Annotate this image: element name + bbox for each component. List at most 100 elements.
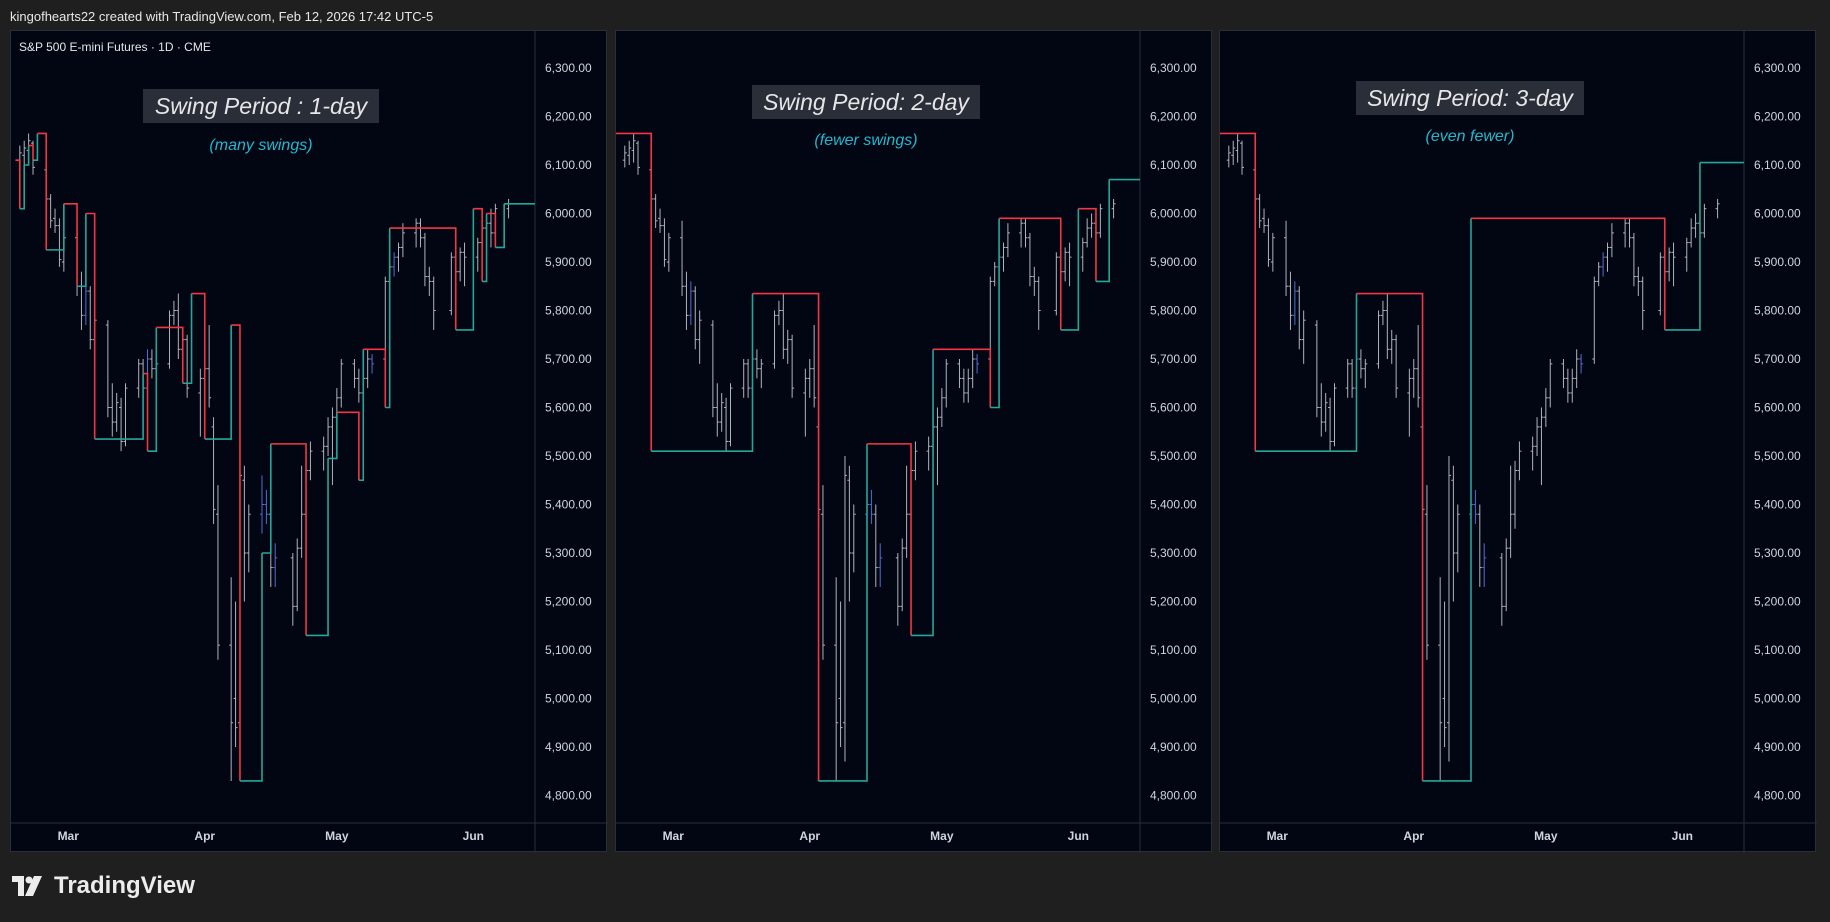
ohlc-bar — [1605, 242, 1610, 272]
swing-line-segment — [1220, 132, 1257, 452]
ohlc-bar — [842, 456, 847, 762]
swing-line-segment — [473, 207, 483, 282]
ohlc-bar — [1627, 218, 1632, 248]
ohlc-bar — [211, 417, 216, 524]
swing-line-segment — [306, 458, 329, 637]
title-background — [1356, 81, 1584, 115]
ohlc-bar — [1385, 293, 1390, 359]
y-tick-label: 4,800.00 — [1754, 789, 1801, 803]
y-tick-label: 5,800.00 — [1754, 304, 1801, 318]
tradingview-logo-icon — [12, 876, 42, 896]
ohlc-bar — [1270, 232, 1275, 272]
swing-line-segment — [24, 145, 30, 166]
ohlc-bar — [970, 349, 975, 389]
ohlc-bar — [1574, 349, 1579, 389]
ohlc-bar — [290, 553, 295, 626]
ohlc-bar — [873, 504, 878, 587]
ohlc-bar — [1561, 359, 1566, 389]
ohlc-bar — [622, 145, 627, 168]
ohlc-bar — [264, 489, 269, 524]
x-tick-label: Mar — [663, 829, 685, 843]
ohlc-bar — [1332, 383, 1337, 447]
ohlc-bar — [662, 218, 667, 267]
ohlc-bar — [1539, 407, 1544, 486]
ohlc-bar — [1565, 368, 1570, 403]
x-tick-label: May — [325, 829, 349, 843]
ohlc-bar — [926, 436, 931, 471]
swing-line-segment — [866, 443, 912, 636]
ohlc-bar — [1689, 218, 1694, 248]
ohlc-bar — [1098, 203, 1103, 238]
ohlc-bar — [22, 140, 27, 165]
ohlc-bar — [321, 436, 326, 471]
chart-1-svg[interactable]: 6,300.00 6,200.00 6,100.00 6,000.00 5,900.00… — [11, 31, 608, 853]
ohlc-bar — [149, 349, 154, 379]
ohlc-bar — [88, 286, 93, 350]
symbol-label[interactable]: S&P 500 E-mini Futures · 1D · CME — [19, 40, 211, 54]
ohlc-bar — [1702, 203, 1707, 238]
ohlc-bar — [1328, 397, 1333, 452]
ohlc-bar — [1226, 145, 1231, 168]
ohlc-bar — [1319, 383, 1324, 437]
ohlc-bar — [1394, 334, 1399, 398]
ohlc-bar — [781, 293, 786, 359]
ohlc-bar — [1231, 140, 1236, 165]
ohlc-bar — [114, 392, 119, 432]
ohlc-bar — [715, 383, 720, 437]
swing-line-segment — [33, 133, 39, 161]
ohlc-bar — [1446, 456, 1451, 762]
y-tick-label: 5,200.00 — [545, 595, 592, 609]
ohlc-bar — [728, 383, 733, 447]
ohlc-bar — [772, 310, 777, 369]
ohlc-bar — [48, 194, 53, 229]
swing-line-segment — [651, 293, 754, 452]
chart-2-svg[interactable]: 6,300.00 6,200.00 6,100.00 6,000.00 5,900.00… — [616, 31, 1213, 853]
y-tick-label: 4,900.00 — [1150, 740, 1197, 754]
ohlc-bar — [449, 252, 454, 316]
ohlc-bar — [759, 359, 764, 389]
y-tick-label: 6,100.00 — [1150, 158, 1197, 172]
chart-3-svg[interactable]: 6,300.00 6,200.00 6,100.00 6,000.00 5,900.00… — [1220, 31, 1817, 853]
ohlc-bar — [697, 310, 702, 364]
ohlc-bar — [259, 475, 264, 534]
ohlc-bar — [1288, 271, 1293, 330]
ohlc-bar — [392, 252, 397, 277]
ohlc-bar — [1482, 543, 1487, 587]
ohlc-bar — [330, 407, 335, 486]
y-tick-label: 5,300.00 — [1754, 546, 1801, 560]
x-tick-label: Jun — [463, 829, 484, 843]
y-tick-label: 5,800.00 — [1150, 304, 1197, 318]
ohlc-bar — [820, 485, 825, 660]
ohlc-bar — [299, 465, 304, 558]
plot-area — [15, 132, 535, 782]
tradingview-brand[interactable]: TradingView — [12, 872, 195, 900]
swing-line-segment — [204, 325, 232, 440]
ohlc-bar — [895, 553, 900, 626]
ohlc-bar — [365, 349, 370, 389]
y-tick-label: 6,300.00 — [1754, 61, 1801, 75]
ohlc-bar — [1080, 237, 1085, 272]
swing-line-segment — [1078, 207, 1097, 282]
ohlc-bar — [803, 368, 808, 437]
swing-line-segment — [85, 212, 96, 440]
ohlc-bar — [185, 334, 190, 398]
swing-line-segment — [239, 553, 263, 782]
ohlc-bar — [992, 262, 997, 287]
swing-line-segment — [156, 326, 184, 384]
y-tick-label: 5,700.00 — [1150, 352, 1197, 366]
y-tick-label: 5,500.00 — [545, 449, 592, 463]
ohlc-bar — [688, 281, 693, 326]
ohlc-bar — [1548, 359, 1553, 408]
chart-panel-3[interactable]: 6,300.00 6,200.00 6,100.00 6,000.00 5,900.00… — [1219, 30, 1817, 853]
ohlc-bar — [396, 242, 401, 272]
title-background — [752, 85, 980, 119]
x-tick-label: Mar — [58, 829, 80, 843]
ohlc-bar — [57, 218, 62, 267]
swing-line-segment — [15, 159, 21, 209]
ohlc-bar — [1543, 388, 1548, 427]
ohlc-bar — [1442, 601, 1447, 747]
ohlc-bar — [1323, 392, 1328, 432]
chart-panel-2[interactable]: 6,300.00 6,200.00 6,100.00 6,000.00 5,900.00… — [615, 30, 1213, 853]
ohlc-bar — [966, 368, 971, 403]
chart-panel-1[interactable]: 6,300.00 6,200.00 6,100.00 6,000.00 5,900.00… — [10, 30, 608, 853]
